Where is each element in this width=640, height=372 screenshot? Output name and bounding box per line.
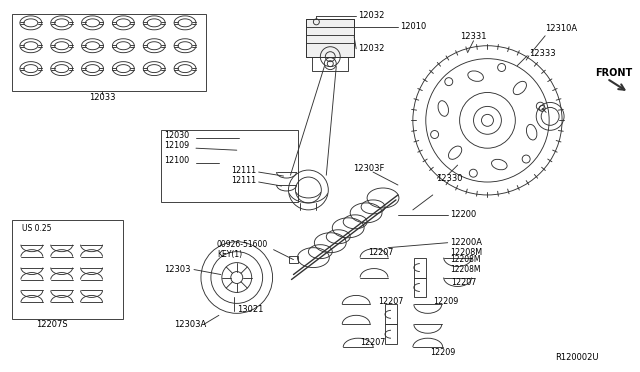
Text: 12200: 12200	[450, 210, 476, 219]
Text: 12109: 12109	[164, 141, 189, 150]
Bar	[161, 130, 298, 202]
Text: 12207: 12207	[451, 278, 476, 287]
Text: 12303: 12303	[164, 265, 191, 274]
Bar	[307, 19, 354, 57]
Text: 12207S: 12207S	[36, 320, 68, 329]
Bar	[307, 19, 354, 57]
Text: 12207: 12207	[378, 297, 403, 306]
Text: 12032: 12032	[358, 12, 385, 20]
Bar	[12, 14, 206, 92]
Text: 12208M: 12208M	[451, 255, 481, 264]
Text: FRONT: FRONT	[595, 68, 632, 78]
Bar	[385, 324, 397, 344]
Text: 12100: 12100	[164, 155, 189, 165]
Text: US 0.25: US 0.25	[22, 224, 51, 233]
Text: 12310A: 12310A	[545, 24, 577, 33]
Text: 12010: 12010	[400, 22, 426, 31]
Bar	[414, 278, 426, 298]
Text: KEY(1): KEY(1)	[217, 250, 242, 259]
Text: 12209: 12209	[433, 297, 458, 306]
Text: 12208M: 12208M	[450, 248, 482, 257]
Bar	[414, 258, 426, 278]
Text: 12111: 12111	[231, 176, 256, 185]
Bar	[12, 220, 124, 319]
Text: 12209: 12209	[430, 348, 455, 357]
Text: 00926-51600: 00926-51600	[217, 240, 268, 249]
Bar	[312, 57, 348, 71]
Bar	[385, 304, 397, 324]
Text: 12330: 12330	[436, 174, 462, 183]
Text: 12033: 12033	[89, 93, 116, 102]
Text: 12111: 12111	[231, 166, 256, 174]
Text: 12333: 12333	[529, 49, 556, 58]
Text: 12207: 12207	[368, 248, 394, 257]
Text: 12208M: 12208M	[451, 265, 481, 274]
Text: 12032: 12032	[358, 44, 385, 53]
Text: 12207: 12207	[360, 338, 385, 347]
Text: 12303A: 12303A	[174, 320, 206, 329]
Text: 12030: 12030	[164, 131, 189, 140]
Text: 12331: 12331	[460, 32, 486, 41]
Text: 13021: 13021	[237, 305, 263, 314]
Bar	[289, 256, 298, 263]
Text: R120002U: R120002U	[555, 353, 598, 362]
Text: 12303F: 12303F	[353, 164, 385, 173]
Text: 12200A: 12200A	[450, 238, 482, 247]
